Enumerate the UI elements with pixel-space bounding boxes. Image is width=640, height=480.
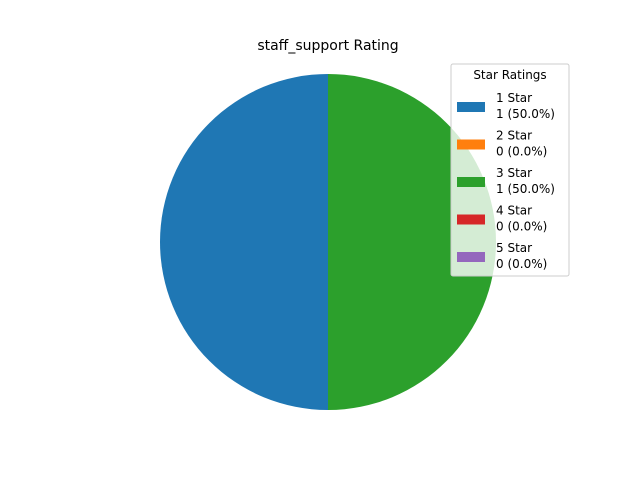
legend-value-5-star: 0 (0.0%) (496, 257, 547, 271)
legend-label-2-star: 2 Star (496, 129, 532, 143)
pie-slice-1-star (160, 74, 328, 410)
legend-value-1-star: 1 (50.0%) (496, 107, 555, 121)
pie-slices (160, 74, 496, 410)
chart-title: staff_support Rating (257, 38, 398, 54)
legend-swatch-3-star (457, 177, 485, 187)
legend-swatch-5-star (457, 252, 485, 262)
legend-swatch-2-star (457, 139, 485, 150)
legend-label-5-star: 5 Star (496, 241, 532, 255)
legend-swatch-4-star (457, 214, 485, 225)
legend-value-3-star: 1 (50.0%) (496, 182, 555, 196)
legend-value-4-star: 0 (0.0%) (496, 220, 547, 234)
legend-title: Star Ratings (473, 68, 546, 82)
legend-label-4-star: 4 Star (496, 204, 532, 218)
legend-entries: 1 Star 1 (50.0%) 2 Star 0 (0.0%) 3 Star 1 (50… (457, 91, 555, 271)
legend-value-2-star: 0 (0.0%) (496, 145, 547, 159)
legend-label-1-star: 1 Star (496, 91, 532, 105)
legend-swatch-1-star (457, 102, 485, 112)
legend-label-3-star: 3 Star (496, 166, 532, 180)
legend: Star Ratings 1 Star 1 (50.0%) 2 Star 0 (0.0… (450, 63, 570, 277)
